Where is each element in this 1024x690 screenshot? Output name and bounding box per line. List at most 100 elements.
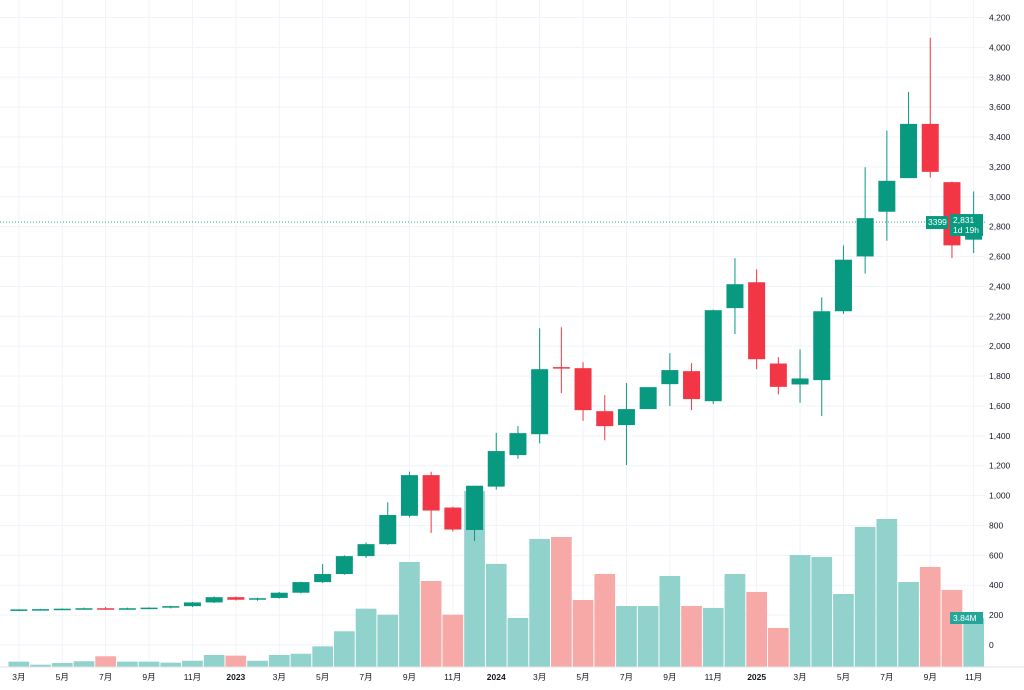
y-tick-label: 3,400 — [989, 132, 1011, 142]
y-tick-label: 200 — [989, 610, 1003, 620]
candle-body — [400, 475, 418, 516]
volume-bar — [594, 573, 616, 667]
candle-body — [205, 597, 223, 603]
candle-body — [270, 592, 288, 598]
volume-bar — [572, 600, 594, 667]
y-tick-label: 1,000 — [989, 491, 1011, 501]
volume-bar — [160, 662, 182, 667]
x-tick-label: 7月 — [620, 672, 633, 682]
volume-bar — [203, 655, 225, 667]
price-axis[interactable]: 0 200 400 600 800 1,000 1,200 1,400 1,600 1,800 2,… — [989, 13, 1011, 650]
volume-bar — [51, 663, 73, 667]
volume-bars — [8, 490, 984, 667]
volume-bar — [377, 614, 399, 667]
time-axis[interactable]: 3月 5月 7月 9月 11月 2023 3月 5月 7月 9月 11月 2024 3月 5月 7月 9月 11… — [0, 666, 1024, 682]
y-tick-label: 1,400 — [989, 431, 1011, 441]
candle-body — [249, 598, 267, 600]
x-tick-label: 3月 — [12, 672, 25, 682]
y-tick-label: 1,800 — [989, 371, 1011, 381]
countdown-tag: 1d 19h — [953, 225, 979, 235]
candle-body — [574, 368, 592, 411]
x-tick-label: 5月 — [56, 672, 69, 682]
x-tick-label: 11月 — [705, 672, 722, 682]
y-tick-label: 2,400 — [989, 281, 1011, 291]
x-tick-label: 11月 — [965, 672, 982, 682]
y-tick-label: 600 — [989, 550, 1003, 560]
candle-body — [834, 259, 852, 312]
y-tick-label: 1,200 — [989, 461, 1011, 471]
candle-body — [422, 475, 440, 511]
last-price-tag: 2,831 — [953, 215, 975, 225]
candle-body — [487, 451, 505, 487]
x-tick-label: 2024 — [487, 672, 506, 682]
candle-body — [32, 609, 50, 611]
y-tick-label: 2,200 — [989, 311, 1011, 321]
candle-body — [661, 370, 679, 385]
volume-bar — [355, 608, 377, 667]
volume-bar — [876, 518, 898, 667]
volume-bar — [854, 526, 876, 667]
y-tick-label: 2,000 — [989, 341, 1011, 351]
symbol-tag: 3399 — [928, 217, 947, 227]
price-tags: 3399 2,831 1d 19h 3.84M — [926, 214, 983, 624]
symbol-tag-bg — [926, 216, 948, 230]
x-tick-label: 3月 — [793, 672, 806, 682]
candle-body — [639, 387, 657, 410]
volume-bar — [399, 561, 420, 667]
candle-body — [140, 607, 158, 610]
candle-body — [162, 606, 180, 608]
volume-bar — [138, 661, 160, 667]
x-tick-label: 7月 — [880, 672, 893, 682]
grid — [0, 0, 985, 667]
candle-body — [335, 556, 353, 575]
y-tick-label: 2,600 — [989, 252, 1011, 262]
x-tick-label: 2023 — [226, 672, 245, 682]
volume-bar — [941, 589, 963, 667]
volume-bar — [485, 563, 507, 667]
x-tick-label: 9月 — [924, 672, 937, 682]
volume-bar — [30, 664, 51, 667]
volume-bar — [529, 538, 550, 667]
x-tick-label: 9月 — [663, 672, 676, 682]
candle-body — [748, 282, 766, 360]
last-price-tag-bg — [950, 214, 983, 237]
x-tick-label: 2025 — [747, 672, 766, 682]
candle-body — [118, 608, 136, 610]
candle-body — [813, 311, 831, 381]
candle-body — [791, 378, 809, 385]
volume-bar — [8, 661, 30, 667]
candle-body — [292, 582, 310, 593]
y-tick-label: 0 — [989, 640, 994, 650]
candle-body — [466, 485, 484, 530]
y-tick-label: 3,200 — [989, 162, 1011, 172]
candle-body — [509, 433, 527, 456]
volume-bar — [247, 660, 268, 667]
volume-bar — [963, 618, 984, 667]
volume-bar — [182, 660, 203, 667]
y-tick-label: 1,600 — [989, 401, 1011, 411]
x-tick-label: 7月 — [99, 672, 112, 682]
candle-body — [900, 123, 918, 179]
volume-bar — [507, 618, 529, 667]
y-tick-label: 800 — [989, 520, 1003, 530]
x-tick-label: 5月 — [316, 672, 329, 682]
volume-bar — [919, 566, 941, 667]
candle-body — [552, 367, 570, 369]
y-tick-label: 2,800 — [989, 222, 1011, 232]
candle-body — [726, 284, 744, 309]
x-tick-label: 3月 — [533, 672, 546, 682]
volume-bar — [95, 656, 116, 667]
candle-body — [769, 363, 787, 387]
x-tick-label: 11月 — [444, 672, 461, 682]
candle-body — [444, 507, 462, 530]
volume-bar — [551, 536, 572, 667]
volume-bar — [334, 631, 355, 667]
candle-body — [921, 123, 939, 172]
volume-tag-bg — [950, 612, 983, 624]
volume-bar — [442, 614, 464, 667]
y-tick-label: 4,000 — [989, 42, 1011, 52]
x-tick-label: 7月 — [359, 672, 372, 682]
volume-bar — [117, 661, 138, 667]
candle-body — [856, 218, 874, 257]
